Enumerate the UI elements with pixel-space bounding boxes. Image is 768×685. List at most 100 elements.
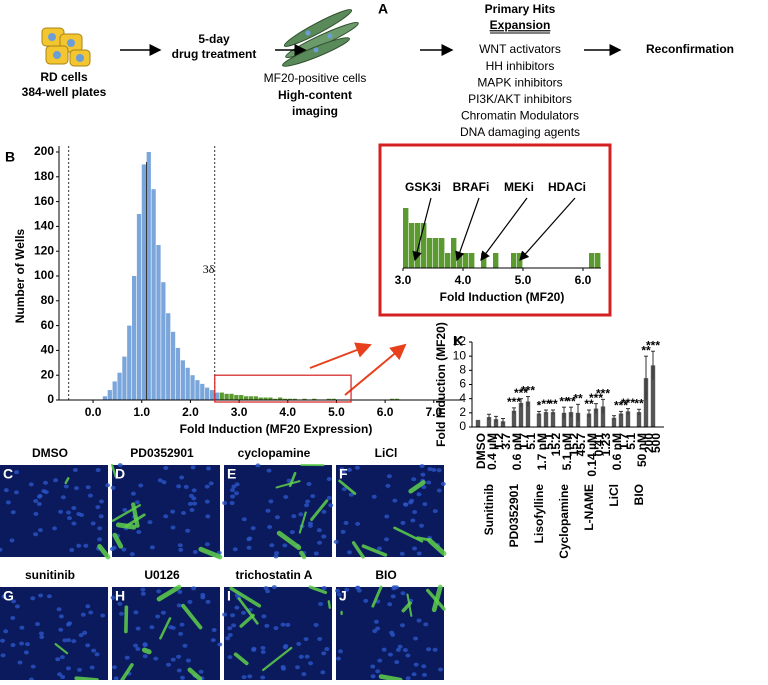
nucleus [143, 654, 148, 658]
micrograph-title: DMSO [32, 446, 68, 460]
nucleus [105, 483, 110, 487]
nucleus [233, 547, 238, 551]
micrograph [0, 465, 110, 557]
nucleus [53, 478, 58, 482]
nucleus [357, 589, 362, 593]
nucleus [317, 528, 322, 532]
x-tick-label: 0.0 [85, 405, 102, 419]
nucleus [39, 631, 44, 635]
nucleus [39, 635, 44, 639]
y-axis-label: Number of Wells [13, 228, 27, 323]
nucleus [136, 530, 141, 534]
nucleus [171, 658, 176, 662]
myotube-icon [281, 6, 361, 70]
step-text: High-content [278, 88, 352, 102]
nucleus [416, 492, 421, 496]
threshold-label: 3δ [203, 262, 215, 276]
nucleus [182, 644, 187, 648]
nucleus [261, 614, 266, 618]
nucleus [176, 655, 181, 659]
myotube [118, 525, 133, 527]
nucleus [234, 606, 239, 610]
nucleus [64, 484, 69, 488]
nucleus [192, 488, 197, 492]
nucleus [112, 546, 117, 550]
nucleus [67, 516, 72, 520]
nucleus [394, 585, 399, 589]
nucleus [77, 668, 82, 672]
nucleus [99, 514, 104, 518]
nucleus [97, 537, 102, 541]
nucleus [140, 588, 145, 592]
nucleus [178, 632, 183, 636]
significance: ** [573, 392, 583, 406]
y-tick-label: 8 [459, 363, 466, 377]
nucleus [228, 633, 233, 637]
nucleus [71, 522, 76, 526]
nucleus [125, 656, 130, 660]
nucleus [320, 670, 325, 674]
nucleus [38, 594, 43, 598]
nucleus [111, 486, 116, 490]
step-text: Primary Hits [485, 2, 556, 16]
significance: *** [521, 384, 535, 398]
nucleus [242, 675, 247, 679]
nucleus [272, 585, 277, 589]
myotube [329, 601, 330, 607]
nucleus [59, 614, 64, 618]
nucleus [230, 495, 235, 499]
group-label: Lisofylline [532, 484, 546, 544]
nucleus [190, 508, 195, 512]
nucleus [83, 544, 88, 548]
nucleus [4, 488, 9, 492]
histogram-bar [409, 223, 414, 268]
nucleus [81, 613, 86, 617]
step-text: Expansion [490, 18, 551, 32]
micrograph-title: sunitinib [25, 568, 75, 582]
histogram-bar [254, 396, 258, 400]
annotation-label: GSK3i [405, 180, 441, 194]
histogram-bar [445, 253, 450, 268]
nucleus [264, 624, 269, 628]
nucleus [33, 512, 38, 516]
nucleus [33, 532, 38, 536]
nucleus [31, 665, 36, 669]
nucleus [88, 610, 93, 614]
nucleus [180, 623, 185, 627]
nucleus [400, 591, 405, 595]
nucleus [135, 647, 140, 651]
nucleus [273, 554, 278, 558]
nucleus [217, 643, 222, 647]
nucleus [18, 661, 23, 665]
nucleus [158, 478, 163, 482]
micrograph-letter: C [3, 466, 13, 482]
micrograph [111, 586, 223, 680]
nucleus [91, 521, 96, 525]
x-tick-label: 4.0 [279, 405, 296, 419]
histogram-bar [249, 396, 253, 400]
nucleus [304, 503, 309, 507]
nucleus [423, 622, 428, 626]
group-label: Sunitinib [482, 484, 496, 535]
nucleus [130, 552, 135, 556]
nucleus [227, 626, 232, 630]
histogram-bar [103, 396, 107, 400]
nucleus [347, 550, 352, 554]
x-tick-label: 3.0 [395, 273, 412, 287]
nucleus [88, 494, 93, 498]
nucleus [414, 663, 419, 667]
nucleus [47, 594, 52, 598]
nucleus [285, 623, 290, 627]
group-label: L-NAME [582, 484, 596, 531]
nucleus [338, 649, 343, 653]
nucleus [191, 496, 196, 500]
nucleus [14, 470, 19, 474]
x-tick-label: 4.0 [455, 273, 472, 287]
histogram-bar [229, 394, 233, 400]
histogram-bar [244, 396, 248, 400]
nucleus [437, 488, 442, 492]
nucleus [372, 495, 377, 499]
histogram-bar [403, 208, 408, 268]
histogram-bar [517, 253, 522, 268]
hit-item: WNT activators [479, 42, 561, 56]
